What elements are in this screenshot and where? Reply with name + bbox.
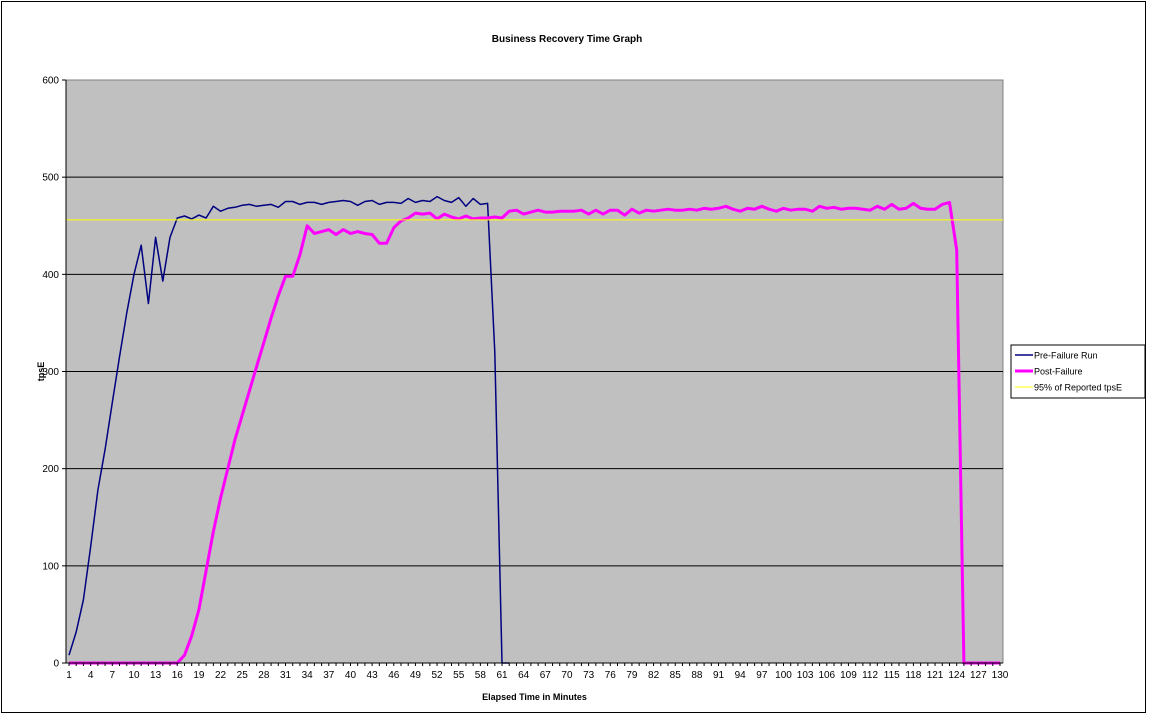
legend-label: Post-Failure (1034, 367, 1083, 377)
x-axis-label: Elapsed Time in Minutes (482, 692, 587, 702)
x-tick-label: 88 (691, 670, 703, 681)
x-tick-label: 73 (583, 670, 595, 681)
gridlines (66, 176, 1003, 567)
x-tick-label: 79 (626, 670, 638, 681)
series-line-1 (68, 195, 510, 664)
legend-label: 95% of Reported tpsE (1034, 383, 1122, 393)
x-tick-label: 64 (518, 670, 530, 681)
y-tick-label: 200 (42, 464, 59, 475)
x-tick-label: 61 (496, 670, 508, 681)
y-axis-label: tpsE (36, 362, 46, 382)
chart-title: Business Recovery Time Graph (492, 34, 642, 45)
x-tick-label: 97 (756, 670, 768, 681)
x-tick-label: 82 (648, 670, 660, 681)
x-tick-label: 85 (670, 670, 682, 681)
y-axis-ticks: 0 100 200 300 400 500 600 (42, 76, 67, 670)
x-tick-label: 109 (840, 670, 857, 681)
x-tick-label: 22 (215, 670, 227, 681)
y-tick-label: 300 (42, 367, 59, 378)
x-tick-label: 70 (561, 670, 573, 681)
x-tick-label: 25 (237, 670, 249, 681)
x-tick-label: 7 (110, 670, 116, 681)
y-tick-label: 600 (42, 76, 59, 87)
y-tick-label: 100 (42, 561, 59, 572)
y-tick-label: 0 (53, 659, 59, 670)
x-tick-label: 46 (388, 670, 400, 681)
x-tick-label: 10 (128, 670, 140, 681)
x-tick-label: 118 (905, 670, 921, 681)
x-tick-label: 1 (66, 670, 72, 681)
x-tick-label: 121 (927, 670, 944, 681)
x-tick-label: 94 (735, 670, 747, 681)
x-tick-label: 124 (948, 670, 965, 681)
x-tick-label: 100 (775, 670, 792, 681)
x-tick-label: 130 (992, 670, 1009, 681)
x-tick-label: 37 (323, 670, 335, 681)
x-tick-label: 52 (432, 670, 444, 681)
legend: Pre-Failure Run Post-Failure 95% of Report… (1010, 344, 1146, 399)
x-tick-label: 55 (453, 670, 465, 681)
x-tick-label: 13 (150, 670, 162, 681)
x-tick-label: 28 (258, 670, 270, 681)
x-tick-label: 106 (818, 670, 835, 681)
x-tick-label: 115 (884, 670, 900, 681)
x-tick-label: 67 (540, 670, 552, 681)
y-tick-label: 500 (42, 173, 59, 184)
x-axis-ticks: 1 4 7 10 13 16 19 22 25 28 31 34 37 40 43 46 49 52 55 58 61 6… (66, 662, 1009, 681)
x-tick-label: 91 (713, 670, 725, 681)
x-tick-label: 40 (345, 670, 357, 681)
x-tick-label: 76 (605, 670, 617, 681)
legend-label: Pre-Failure Run (1034, 351, 1098, 361)
x-tick-label: 19 (193, 670, 205, 681)
x-tick-label: 112 (862, 670, 878, 681)
x-tick-label: 103 (797, 670, 814, 681)
y-tick-label: 400 (42, 270, 59, 281)
legend-box (1010, 344, 1146, 399)
series-line-2 (69, 200, 1000, 665)
x-tick-label: 31 (280, 670, 292, 681)
x-tick-label: 49 (410, 670, 422, 681)
x-tick-label: 4 (88, 670, 94, 681)
series-lines (66, 195, 1003, 665)
x-tick-label: 43 (367, 670, 379, 681)
x-tick-label: 127 (970, 670, 987, 681)
x-tick-label: 58 (475, 670, 487, 681)
x-tick-label: 34 (302, 670, 314, 681)
x-tick-label: 16 (172, 670, 184, 681)
